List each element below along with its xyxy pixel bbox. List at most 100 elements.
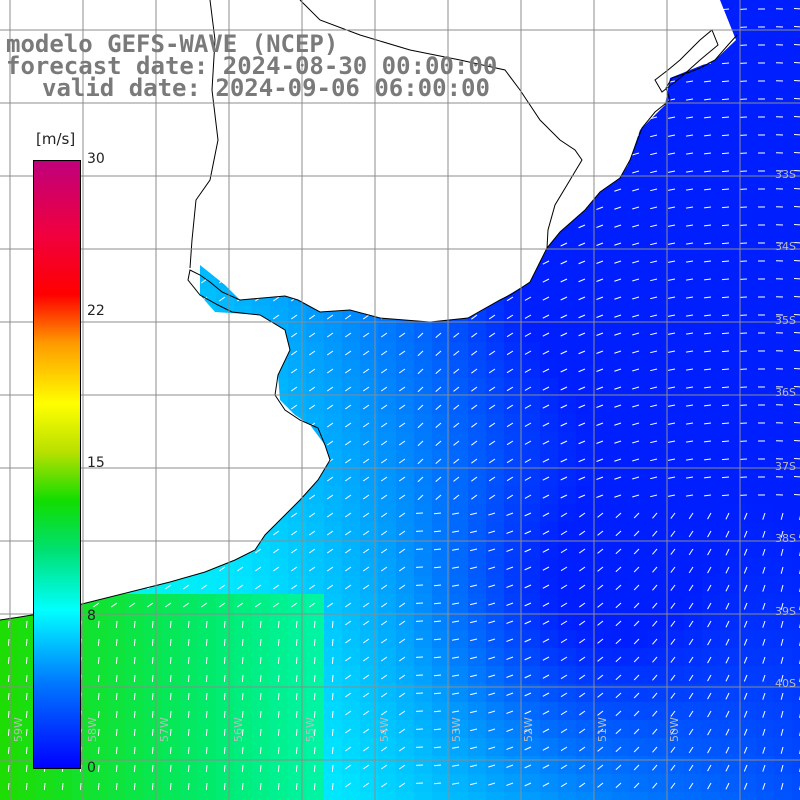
- wind-arrow: [417, 440, 424, 447]
- wind-arrow: [506, 782, 514, 786]
- wind-arrow: [277, 764, 280, 773]
- wind-arrow: [115, 782, 118, 791]
- wind-arrow: [488, 512, 496, 516]
- wind-arrow: [560, 260, 568, 265]
- wind-arrow: [633, 764, 640, 771]
- wind-arrow: [435, 332, 442, 338]
- wind-arrow: [362, 656, 370, 662]
- wind-arrow: [115, 656, 118, 665]
- wind-arrow: [308, 404, 316, 410]
- wind-arrow: [506, 566, 514, 570]
- wind-arrow: [313, 746, 316, 755]
- wind-arrow: [380, 368, 388, 374]
- wind-arrow: [133, 746, 136, 755]
- wind-arrow: [633, 782, 640, 789]
- wind-arrow: [506, 386, 514, 392]
- wind-arrow: [435, 440, 442, 446]
- wind-arrow: [218, 602, 226, 608]
- wind-arrow: [200, 584, 208, 590]
- colorbar-units: [m/s]: [34, 130, 78, 148]
- wind-arrow: [241, 746, 244, 755]
- wind-arrow: [650, 440, 658, 444]
- wind-arrow: [524, 638, 532, 643]
- wind-arrow: [686, 386, 694, 389]
- lon-label: 50W: [668, 717, 681, 742]
- wind-arrow: [344, 602, 352, 608]
- wind-arrow: [470, 584, 478, 588]
- wind-speed-cell: [414, 792, 432, 800]
- wind-arrow: [578, 782, 586, 788]
- wind-arrow: [542, 764, 550, 769]
- wind-arrow: [398, 440, 406, 446]
- wind-arrow: [488, 746, 496, 750]
- wind-arrow: [614, 458, 622, 462]
- wind-arrow: [686, 350, 694, 353]
- wind-arrow: [578, 260, 586, 265]
- wind-arrow: [470, 638, 478, 642]
- wind-arrow: [506, 548, 514, 552]
- wind-arrow: [259, 782, 262, 791]
- wind-speed-cell: [792, 720, 800, 738]
- wind-arrow: [115, 764, 118, 773]
- wind-arrow: [506, 350, 514, 356]
- wind-speed-cell: [36, 792, 54, 800]
- wind-arrow: [433, 602, 442, 605]
- wind-arrow: [560, 746, 568, 752]
- wind-arrow: [524, 404, 532, 409]
- wind-arrow: [597, 530, 604, 536]
- wind-arrow: [398, 422, 406, 428]
- wind-arrow: [205, 728, 208, 737]
- wind-arrow: [650, 368, 658, 372]
- title-valid-date: valid date: 2024-09-06 06:00:00: [42, 74, 490, 102]
- wind-arrow: [578, 674, 586, 680]
- lon-label: 58W: [86, 717, 99, 742]
- wind-arrow: [380, 602, 388, 608]
- wind-arrow: [151, 764, 154, 773]
- wind-arrow: [506, 620, 514, 624]
- wind-arrow: [295, 620, 298, 629]
- wind-arrow: [295, 638, 298, 647]
- lat-label: 37S: [775, 460, 796, 473]
- wind-arrow: [686, 134, 694, 137]
- wind-arrow: [652, 566, 658, 573]
- wind-arrow: [633, 692, 640, 699]
- wind-arrow: [79, 782, 82, 791]
- wind-arrow: [578, 332, 586, 337]
- wind-arrow: [780, 584, 784, 592]
- wind-arrow: [542, 260, 550, 265]
- wind-arrow: [331, 656, 334, 665]
- wind-arrow: [435, 458, 442, 464]
- wind-arrow: [151, 620, 154, 629]
- wind-arrow: [331, 782, 334, 791]
- wind-arrow: [187, 782, 190, 791]
- wind-arrow: [762, 620, 766, 628]
- wind-arrow: [433, 728, 442, 731]
- wind-arrow: [668, 116, 676, 119]
- wind-arrow: [650, 494, 658, 498]
- lat-label: 33S: [775, 168, 796, 181]
- wind-arrow: [721, 206, 730, 209]
- wind-arrow: [688, 656, 694, 664]
- wind-arrow: [398, 332, 406, 338]
- wind-arrow: [542, 548, 550, 553]
- wind-arrow: [668, 476, 676, 479]
- wind-arrow: [218, 566, 226, 572]
- wind-arrow: [652, 764, 658, 771]
- wind-arrow: [578, 404, 586, 409]
- wind-arrow: [241, 638, 244, 647]
- wind-arrow: [578, 530, 586, 536]
- wind-arrow: [780, 530, 784, 538]
- wind-arrow: [686, 188, 694, 191]
- wind-arrow: [290, 386, 298, 392]
- wind-arrow: [470, 746, 478, 750]
- wind-arrow: [762, 530, 766, 538]
- wind-arrow: [688, 620, 694, 628]
- wind-arrow: [542, 674, 550, 679]
- wind-arrow: [688, 710, 694, 718]
- wind-arrow: [471, 350, 478, 356]
- wind-arrow: [615, 728, 622, 735]
- wind-arrow: [524, 440, 532, 445]
- wind-arrow: [596, 368, 604, 372]
- wind-arrow: [542, 422, 550, 427]
- wind-arrow: [686, 170, 694, 173]
